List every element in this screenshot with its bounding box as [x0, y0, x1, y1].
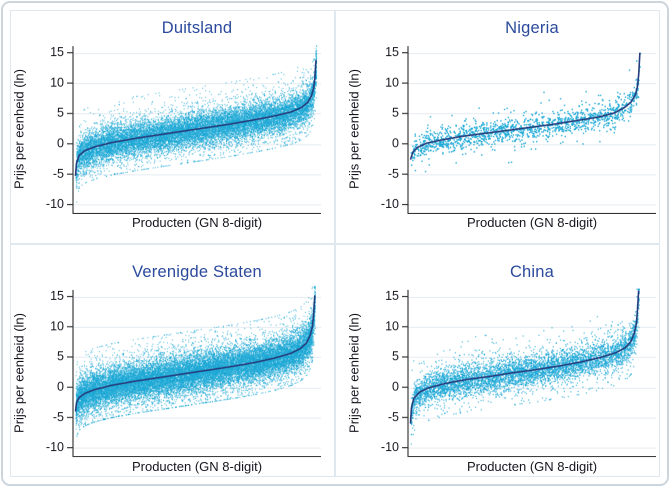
- y-axis-label: Prijs per eenheid (ln): [11, 69, 27, 189]
- panel-verenigde-staten: Verenigde Staten Prijs per eenheid (ln) …: [0, 243, 335, 487]
- chart-title: Verenigde Staten: [132, 262, 262, 281]
- x-axis-label: Producten (GN 8-digit): [466, 458, 598, 474]
- x-axis-label: Producten (GN 8-digit): [131, 215, 263, 230]
- scatter-plot-canvas-verenigde-staten: [0, 243, 335, 487]
- x-axis-label: Producten (GN 8-digit): [131, 458, 263, 474]
- chart-title: Nigeria: [505, 19, 559, 37]
- scatter-plot-canvas-china: [335, 243, 670, 487]
- y-axis-label: Prijs per eenheid (ln): [346, 69, 362, 189]
- scatter-plot-canvas-nigeria: [335, 0, 670, 244]
- chart-title: China: [509, 262, 555, 281]
- y-axis-label: Prijs per eenheid (ln): [346, 312, 362, 433]
- panel-china: China Prijs per eenheid (ln) Producten (…: [335, 243, 670, 487]
- x-axis-label: Producten (GN 8-digit): [466, 215, 598, 230]
- scatter-plot-canvas-duitsland: [0, 0, 335, 244]
- y-axis-label: Prijs per eenheid (ln): [11, 312, 27, 433]
- panel-duitsland: Duitsland Prijs per eenheid (ln) Product…: [0, 0, 335, 244]
- chart-title: Duitsland: [161, 19, 233, 37]
- panel-nigeria: Nigeria Prijs per eenheid (ln) Producten…: [335, 0, 670, 244]
